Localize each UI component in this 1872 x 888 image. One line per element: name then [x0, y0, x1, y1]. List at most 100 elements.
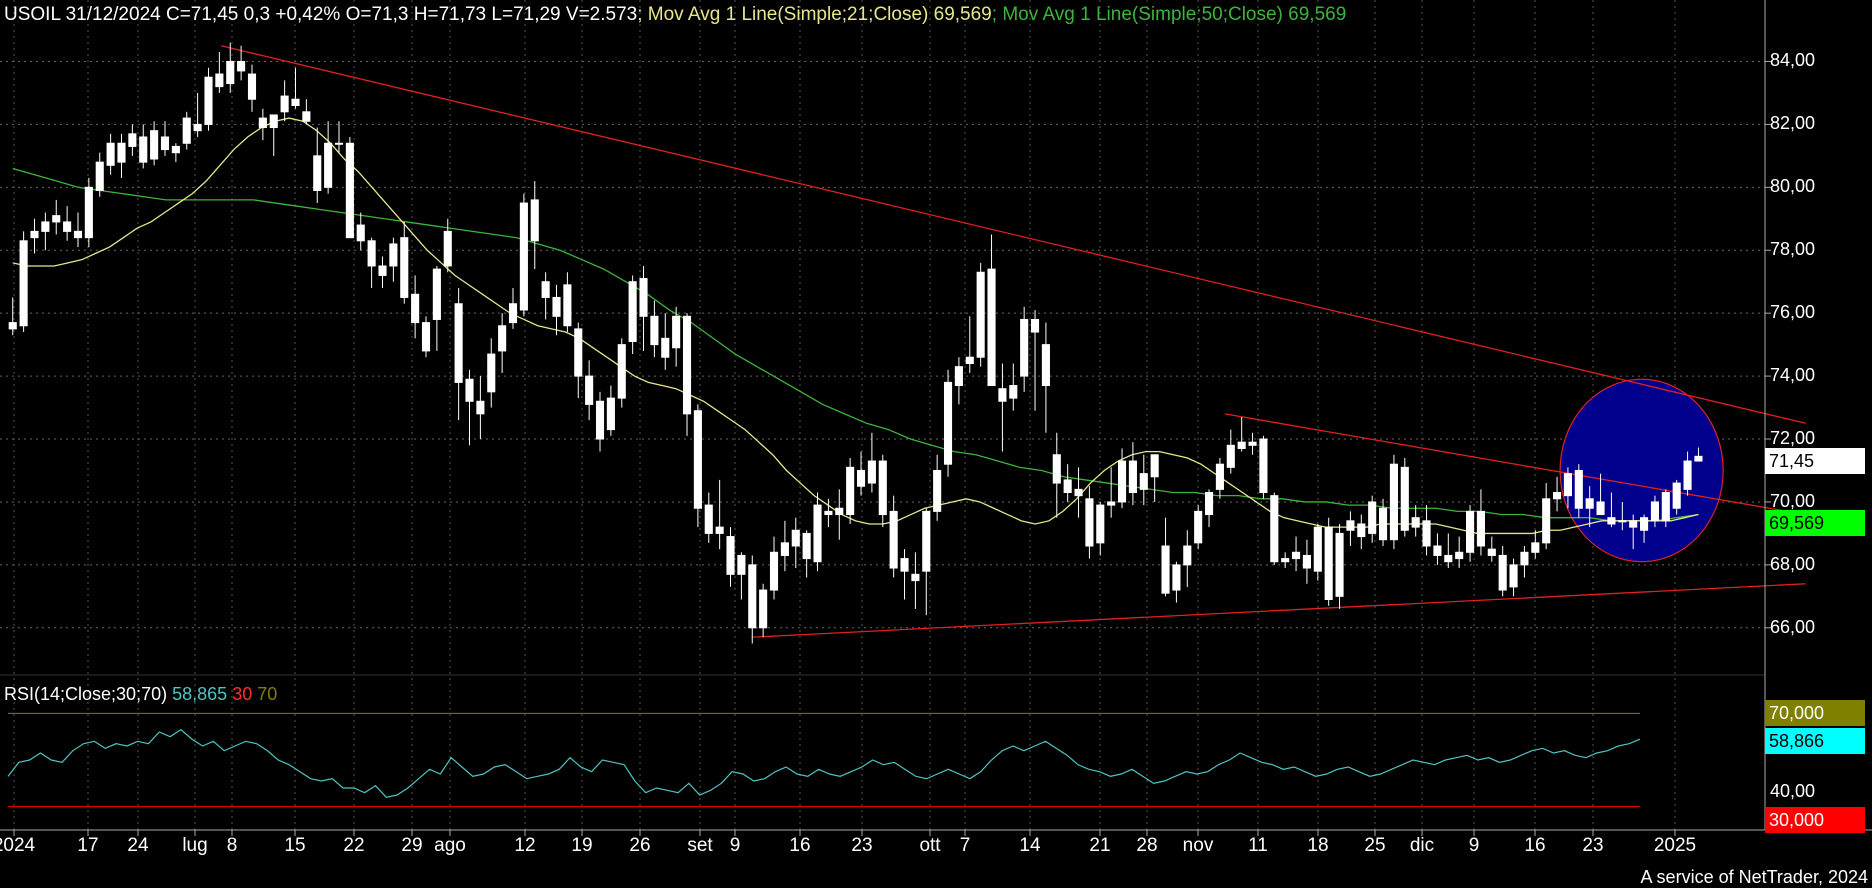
- candle-body-down: [682, 315, 692, 415]
- footer-credit: A service of NetTrader, 2024: [1640, 867, 1868, 887]
- candle-body-down: [1400, 466, 1409, 531]
- candle-body-up: [1183, 545, 1192, 566]
- candle-body-up: [791, 529, 800, 547]
- candle-body-down: [378, 265, 387, 276]
- candle-body-up: [769, 551, 779, 591]
- candle-body-down: [237, 60, 246, 72]
- candle-body-down: [139, 136, 148, 163]
- upper-resistance-line: [220, 45, 1806, 424]
- candle: [345, 136, 354, 239]
- candle: [8, 297, 17, 336]
- candle: [606, 385, 615, 436]
- candle: [258, 108, 267, 141]
- candle-body-up: [1661, 492, 1670, 522]
- candle-body-down: [1270, 495, 1279, 563]
- candle: [356, 212, 365, 251]
- price-tick-label: 80,00: [1770, 176, 1816, 197]
- candle-body-up: [900, 558, 909, 572]
- candle: [1650, 495, 1659, 528]
- price-tick-label: 76,00: [1770, 302, 1816, 323]
- date: 31/12/2024: [65, 4, 161, 25]
- candle-body-down: [1498, 554, 1507, 591]
- lower-resistance-line: [1224, 413, 1806, 516]
- candle: [987, 234, 996, 387]
- candle: [280, 80, 289, 122]
- candle: [672, 306, 681, 367]
- candle: [1248, 432, 1257, 455]
- candle: [1661, 489, 1670, 528]
- candlesticks: [8, 42, 1703, 644]
- candle: [1237, 417, 1246, 452]
- candle-body-down: [421, 322, 431, 352]
- rsi-value: 58,865: [172, 684, 228, 704]
- candle: [1629, 514, 1638, 550]
- date-tick-label: 22: [343, 835, 365, 856]
- candle: [835, 489, 844, 540]
- trend-lines: [220, 45, 1806, 638]
- candle-body-up: [672, 315, 681, 349]
- candle-body-up: [150, 130, 159, 160]
- candle-body-up: [204, 76, 213, 125]
- candle-body-down: [1487, 548, 1496, 556]
- candle-body-down: [1607, 517, 1616, 525]
- candle: [1509, 558, 1518, 597]
- rsi-value-tag: 58,866: [1765, 728, 1865, 754]
- highlight-ellipse-layer: [1559, 378, 1724, 563]
- candle-body-up: [324, 142, 333, 188]
- candle-body-up: [52, 215, 61, 223]
- candle-body-down: [1161, 545, 1170, 594]
- candle-body-down: [1324, 526, 1333, 600]
- candle: [900, 549, 909, 600]
- ma50-value: 69,569: [1288, 4, 1347, 25]
- candle: [41, 212, 50, 251]
- ma21-line: [12, 117, 1699, 535]
- candle-body-up: [954, 366, 963, 387]
- candle-body-down: [998, 388, 1007, 402]
- date-tick-label: 28: [1136, 835, 1158, 856]
- candle: [791, 517, 800, 569]
- candle: [1585, 486, 1594, 528]
- candle-body-up: [508, 303, 518, 324]
- candle-body-up: [1553, 492, 1562, 500]
- grid-lines: [0, 0, 1765, 830]
- candle-body-down: [160, 136, 170, 151]
- candle-body-down: [1128, 460, 1137, 494]
- date-tick-label: ott: [919, 835, 941, 856]
- candle-body-up: [117, 142, 126, 163]
- candle: [1357, 514, 1366, 550]
- candle: [1683, 451, 1692, 496]
- date-tick-label: 17: [77, 835, 99, 856]
- candle-body-up: [1411, 517, 1420, 528]
- candle-body-up: [1172, 564, 1181, 591]
- candle: [1596, 473, 1605, 516]
- candle-body-up: [1368, 501, 1377, 534]
- candle-body-up: [487, 353, 496, 393]
- price-tick-label: 72,00: [1770, 428, 1816, 449]
- candle: [84, 177, 93, 248]
- candle-body-down: [650, 315, 659, 346]
- candle: [367, 237, 376, 288]
- moving-averages: [12, 117, 1699, 535]
- candle: [628, 275, 637, 355]
- candle-body-down: [595, 400, 605, 440]
- candle-body-down: [367, 240, 376, 267]
- candle-body-up: [519, 202, 528, 311]
- candle: [1563, 467, 1572, 509]
- candle: [1183, 530, 1192, 587]
- candle: [1466, 505, 1475, 562]
- candle-body-up: [1096, 504, 1105, 544]
- candle-body-down: [63, 221, 72, 232]
- candle: [802, 530, 811, 578]
- candle: [498, 313, 507, 373]
- candle-body-down: [302, 111, 311, 122]
- candle-body-up: [443, 230, 452, 267]
- candle-body-down: [1422, 520, 1431, 547]
- rsi-label: RSI(14;Close;30;70): [4, 684, 168, 704]
- candle-body-down: [73, 230, 83, 239]
- candle-body-down: [1433, 545, 1442, 556]
- ma-value-tag: 69,569: [1765, 510, 1865, 536]
- candle: [846, 457, 855, 524]
- candle: [1009, 363, 1018, 411]
- date-tick-label: 25: [1364, 835, 1386, 856]
- candle: [878, 454, 887, 528]
